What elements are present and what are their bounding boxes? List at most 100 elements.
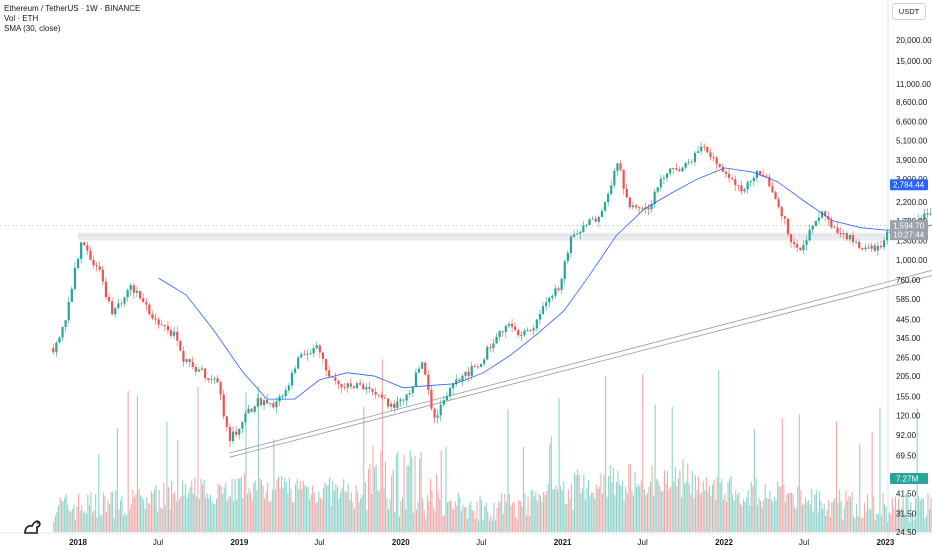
candle-body [61,326,64,338]
candle-body [572,234,576,237]
candle-body [275,401,278,408]
volume-bar [310,494,312,532]
volume-bar [567,489,569,532]
volume-bar [431,491,433,532]
candle-body [743,189,746,192]
volume-bar [268,502,270,532]
volume-bar [149,504,151,532]
price-axis-tick: 445.00 [896,315,921,324]
volume-bar [563,481,565,532]
candle-body [145,302,148,305]
volume-bar [186,497,188,532]
volume-bar [493,503,495,532]
volume-bar [293,502,295,532]
volume-bar [490,515,492,532]
currency-button[interactable]: USDT [892,3,926,20]
candle-body [284,390,287,397]
candle-body [52,348,55,353]
candle-body [455,379,458,385]
trend-line[interactable] [229,160,932,454]
volume-bar [226,500,228,532]
volume-bar [465,507,467,532]
price-axis-tick: 31.50 [896,510,917,519]
volume-bar [237,478,239,532]
candle-body [197,369,201,372]
volume-bar [82,512,84,532]
volume-bar [198,499,200,532]
volume-bar [543,492,545,532]
time-axis-tick: Jul [476,538,486,547]
volume-bar [340,492,342,532]
volume-bar [803,503,805,532]
volume-bar [481,499,483,532]
volume-bar [141,497,143,532]
candle-body [83,242,86,246]
sma-line[interactable] [158,167,932,400]
candle-body [222,394,225,417]
volume-bar [377,489,379,532]
volume-bar [908,521,910,532]
volume-bar [927,493,929,532]
volume-bar [95,493,97,532]
volume-bar [361,494,363,532]
candle-body [569,236,573,253]
volume-bar [488,520,490,532]
candle-body [495,336,498,344]
volume-bar [219,485,221,532]
trend-line[interactable] [229,166,932,458]
volume-bar [174,491,176,532]
candle-body [538,314,542,320]
candle-body [783,216,786,219]
volume-bar [780,486,782,532]
volume-bar [662,491,664,532]
candle-body [424,362,427,375]
volume-bar [290,488,292,532]
tradingview-logo-icon[interactable] [22,517,44,535]
volume-bar [476,501,478,532]
volume-bar [271,490,273,532]
symbol-title[interactable]: Ethereum / TetherUS · 1W · BINANCE [4,4,141,13]
volume-bar [223,487,225,532]
volume-bar [605,376,607,532]
time-axis-tick: Jul [638,538,648,547]
candle-body [817,217,821,221]
volume-bar [856,503,858,532]
volume-indicator-label[interactable]: Vol · ETH [4,14,39,23]
volume-bar [81,505,83,532]
candle-body [182,350,185,362]
volume-bar [549,444,551,532]
volume-bar [667,471,669,532]
candle-body [386,398,390,407]
candle-body [154,318,157,320]
volume-bar [732,494,734,532]
volume-bar [544,495,546,532]
volume-bar [817,512,819,532]
candle-body [123,297,126,304]
candle-body [200,368,204,370]
volume-bar [93,510,95,532]
candle-body [73,267,77,289]
volume-bar [135,493,137,532]
volume-bar [708,486,710,532]
volume-bar [623,500,625,532]
candle-body [352,386,356,388]
volume-bar [784,502,786,532]
volume-bar [240,476,242,532]
volume-bar [888,512,890,532]
volume-bar [825,515,827,532]
volume-bar [349,500,351,532]
candle-body [340,384,343,388]
volume-bar [572,509,574,532]
volume-bar [698,476,700,532]
volume-bar [797,486,799,532]
volume-bar [247,494,249,532]
sma-indicator-label[interactable]: SMA (30, close) [4,24,61,33]
volume-bar [119,500,121,532]
support-zone[interactable] [78,232,888,241]
volume-bar [197,387,199,532]
candle-body [641,208,644,210]
candle-body [886,231,889,241]
volume-bar [102,492,104,532]
candle-body [789,234,793,243]
